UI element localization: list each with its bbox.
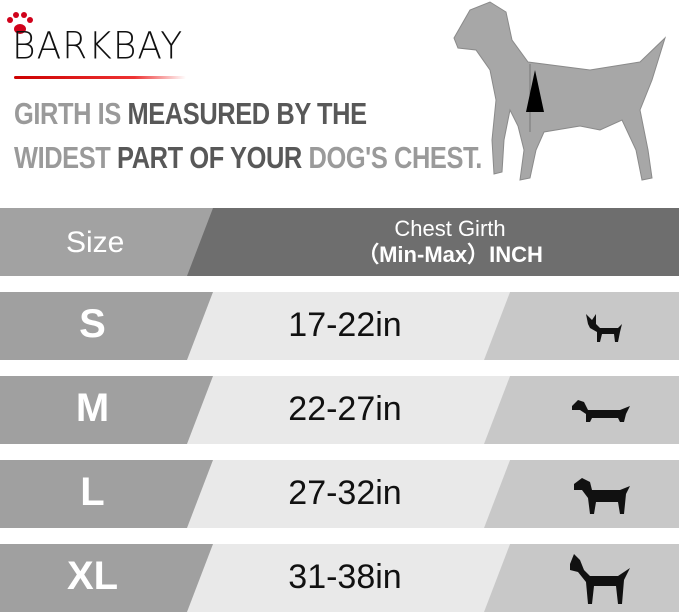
table-header: Size Chest Girth （Min-Max）INCH (0, 208, 679, 276)
header-size-bg (0, 208, 215, 276)
header-size: Size (66, 226, 125, 259)
row-size-bg (0, 292, 215, 360)
paw-logo-icon (7, 12, 33, 34)
table-row: S 17-22in (0, 292, 679, 360)
row-size: XL (66, 554, 119, 598)
great-dane-icon (570, 554, 630, 604)
table-row: L 27-32in (0, 460, 679, 528)
headline-text: PART OF YOUR (117, 140, 309, 175)
brand-logo: BARKBAY (12, 24, 184, 69)
dachshund-icon (572, 400, 630, 422)
headline-text: MEASURED BY THE (127, 96, 368, 131)
headline-text: DOG'S CHEST. (308, 140, 483, 175)
row-girth-bg (187, 292, 510, 360)
row-girth-bg (187, 376, 510, 444)
row-size: S (79, 302, 106, 346)
header-girth-line1: Chest Girth (394, 216, 506, 241)
header-girth-bg (187, 208, 679, 276)
row-girth-bg (187, 460, 510, 528)
labrador-icon (574, 478, 630, 514)
row-size: L (80, 470, 105, 514)
logo-underline (14, 76, 186, 79)
row-girth-bg (187, 544, 510, 612)
row-size-bg (0, 376, 215, 444)
header-girth: Chest Girth （Min-Max）INCH (320, 216, 580, 268)
row-icon-bg (484, 544, 679, 612)
table-row: XL 31-38in (0, 544, 679, 612)
row-icon-bg (484, 460, 679, 528)
table-row: M 22-27in (0, 376, 679, 444)
row-size: M (75, 386, 110, 430)
headline-line-1: GIRTH IS MEASURED BY THE (14, 96, 367, 132)
headline-line-2: WIDEST PART OF YOUR DOG'S CHEST. (14, 140, 482, 176)
chihuahua-icon (586, 314, 622, 342)
row-girth: 17-22in (288, 306, 402, 344)
row-icon-bg (484, 292, 679, 360)
pointer-dog-illustration-icon (453, 1, 667, 181)
row-girth: 27-32in (288, 474, 402, 512)
header-girth-line2: （Min-Max）INCH (357, 242, 543, 267)
row-size-bg (0, 544, 215, 612)
row-girth: 22-27in (288, 390, 402, 428)
row-girth: 31-38in (288, 558, 402, 596)
row-size-bg (0, 460, 215, 528)
headline-text: GIRTH IS (14, 96, 128, 131)
headline-text: WIDEST (14, 140, 118, 175)
